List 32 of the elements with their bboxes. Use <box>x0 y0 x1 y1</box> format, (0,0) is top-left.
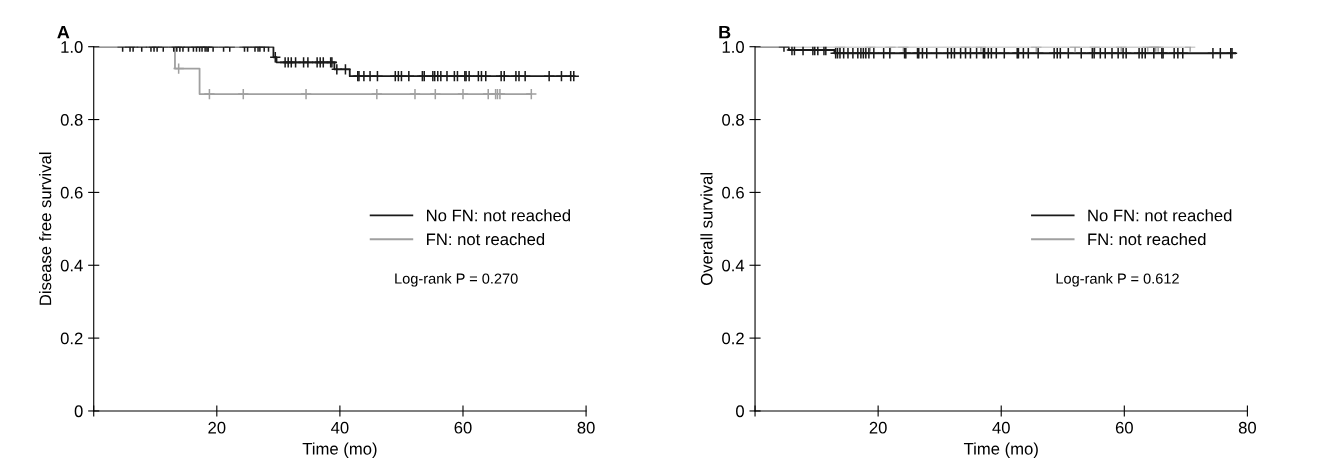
legend-label: No FN: not reached <box>1088 209 1232 222</box>
chart-title: A <box>57 25 70 39</box>
x-tick-label: 20 <box>208 421 226 434</box>
x-tick-label: 60 <box>1115 421 1133 434</box>
chart-title: B <box>719 25 731 39</box>
y-tick-label: 1.0 <box>61 41 83 53</box>
y-tick-label: 0.6 <box>722 186 744 199</box>
annotation: Log-rank P = 0.612 <box>1056 273 1179 287</box>
y-tick-label: 1.0 <box>722 41 744 53</box>
x-tick-label: 40 <box>992 421 1010 434</box>
x-axis-title: Time (mo) <box>963 442 1038 458</box>
y-tick-label: 0 <box>74 405 83 418</box>
y-tick-label: 0.8 <box>60 113 83 126</box>
y-tick-label: 0.4 <box>722 259 745 272</box>
x-tick-label: 60 <box>454 421 472 434</box>
y-axis-title: Overall survival <box>700 172 713 285</box>
annotation: Log-rank P = 0.270 <box>395 273 518 287</box>
legend-label: FN: not reached <box>427 233 545 246</box>
y-tick-label: 0.6 <box>60 186 83 199</box>
legend-label: FN: not reached <box>1088 233 1206 246</box>
y-axis-title: Disease free survival <box>39 152 52 305</box>
x-axis-title: Time (mo) <box>302 442 377 458</box>
y-tick-label: 0.8 <box>722 113 744 126</box>
y-tick-label: 0.2 <box>60 332 83 345</box>
y-tick-label: 0 <box>736 405 744 418</box>
x-tick-label: 20 <box>869 421 887 434</box>
y-tick-label: 0.2 <box>722 332 744 345</box>
x-tick-label: 80 <box>1238 421 1257 434</box>
x-tick-label: 80 <box>577 421 595 434</box>
x-tick-label: 40 <box>331 421 349 434</box>
y-tick-label: 0.4 <box>60 259 83 272</box>
legend-label: No FN: not reached <box>427 209 571 222</box>
